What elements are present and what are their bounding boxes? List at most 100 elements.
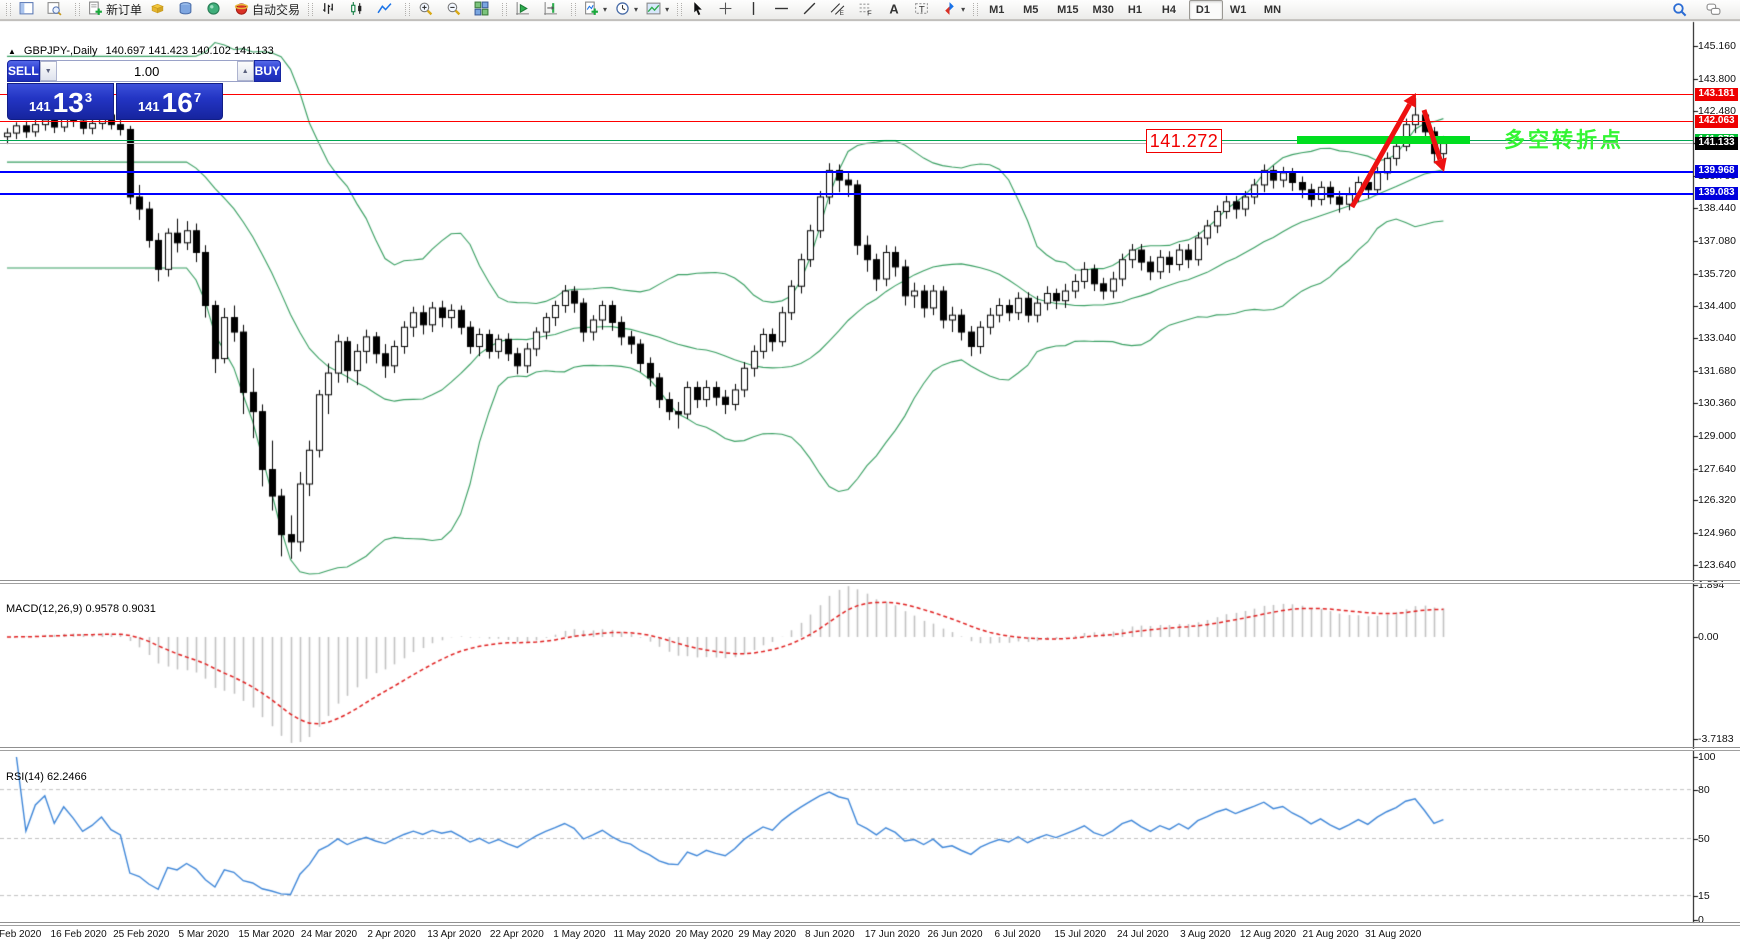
price-axis-tick: 142.480 bbox=[1698, 104, 1736, 117]
down-arrow-annotation[interactable] bbox=[1421, 109, 1447, 172]
templates-icon bbox=[646, 1, 661, 19]
symbol-period-label: GBPJPY-,Daily bbox=[23, 45, 98, 57]
toolbar-group bbox=[15, 0, 71, 20]
toolbar-group: 新订单 自动交易 bbox=[84, 0, 304, 20]
volume-input[interactable] bbox=[56, 61, 237, 81]
date-axis-label: 15 Jul 2020 bbox=[1054, 929, 1107, 940]
panel-separator-1[interactable] bbox=[0, 747, 1740, 748]
buy-price-prefix: 141 bbox=[137, 99, 160, 114]
resistance-line-143181[interactable] bbox=[0, 94, 1693, 95]
volume-increase-button[interactable]: ▲ bbox=[236, 61, 254, 81]
turning-point-text[interactable]: 多空转折点 bbox=[1504, 129, 1624, 152]
toolbar-grip[interactable] bbox=[308, 3, 314, 16]
templates-button[interactable]: ▾ bbox=[642, 0, 673, 20]
zoom-out-button[interactable] bbox=[442, 0, 470, 20]
timeframe-m15-button[interactable]: M15 bbox=[1057, 3, 1079, 16]
search-button[interactable] bbox=[1668, 0, 1696, 20]
pivot-highlight-segment[interactable] bbox=[1297, 136, 1470, 144]
horizontal-line-icon bbox=[774, 1, 789, 19]
candle-chart-button[interactable] bbox=[345, 0, 373, 20]
line-chart-button[interactable] bbox=[373, 0, 401, 20]
equidistant-channel-button[interactable]: E bbox=[826, 0, 854, 20]
date-axis-label: 1 May 2020 bbox=[553, 929, 606, 940]
tile-windows-button[interactable] bbox=[470, 0, 498, 20]
text-button[interactable]: A bbox=[882, 0, 910, 20]
fibonacci-button[interactable]: F bbox=[854, 0, 882, 20]
autotrading-button[interactable]: 自动交易 bbox=[230, 0, 304, 20]
volume-decrease-button[interactable]: ▼ bbox=[39, 61, 57, 81]
up-arrow-annotation[interactable] bbox=[1349, 93, 1416, 209]
toolbar-grip[interactable] bbox=[6, 3, 11, 16]
trendline-button[interactable] bbox=[798, 0, 826, 20]
chart-shift-button[interactable] bbox=[539, 0, 567, 20]
price-label-box[interactable]: 141.272 bbox=[1146, 129, 1222, 153]
panel-separator-0[interactable] bbox=[0, 580, 1740, 581]
sell-price-big: 13 bbox=[52, 87, 84, 119]
date-axis-label: 13 Apr 2020 bbox=[427, 929, 482, 940]
date-axis-label: 8 Jun 2020 bbox=[805, 929, 855, 940]
strategy-tester-button[interactable] bbox=[202, 0, 230, 20]
dropdown-caret-icon[interactable]: ▾ bbox=[603, 5, 608, 14]
dropdown-caret-icon[interactable]: ▾ bbox=[961, 5, 966, 14]
buy-button[interactable]: BUY bbox=[253, 60, 282, 82]
toolbar-group bbox=[317, 0, 401, 20]
new-order-label: 新订单 bbox=[106, 3, 143, 17]
pivot-line-141272[interactable] bbox=[0, 140, 1693, 141]
toolbar-grip[interactable] bbox=[502, 3, 508, 16]
toolbar-grip[interactable] bbox=[571, 3, 577, 16]
periods-clock-button[interactable]: ▾ bbox=[611, 0, 642, 20]
timeframe-m5-button[interactable]: M5 bbox=[1023, 3, 1039, 16]
support-line-139968[interactable] bbox=[0, 171, 1693, 173]
market-watch-button[interactable] bbox=[15, 0, 43, 20]
cursor-button[interactable] bbox=[686, 0, 714, 20]
sell-price-display[interactable]: 141 13 3 bbox=[7, 83, 114, 120]
vertical-line-button[interactable] bbox=[742, 0, 770, 20]
new-order-icon bbox=[88, 1, 103, 19]
timeframe-m1-button[interactable]: M1 bbox=[989, 3, 1005, 16]
auto-scroll-button[interactable] bbox=[511, 0, 539, 20]
collapse-panel-icon[interactable]: ▲ bbox=[8, 46, 16, 56]
dropdown-caret-icon[interactable]: ▾ bbox=[665, 5, 670, 14]
toolbar-grip[interactable] bbox=[973, 3, 979, 16]
buy-price-display[interactable]: 141 16 7 bbox=[116, 83, 223, 120]
data-window-button[interactable] bbox=[43, 0, 71, 20]
market-watch-icon bbox=[19, 1, 34, 19]
timeframe-m30-button[interactable]: M30 bbox=[1092, 3, 1114, 16]
data-window-icon bbox=[47, 1, 62, 19]
bar-chart-button[interactable] bbox=[317, 0, 345, 20]
timeframe-h1-button[interactable]: H1 bbox=[1127, 3, 1142, 16]
horizontal-line-button[interactable] bbox=[770, 0, 798, 20]
timeframe-d1-button[interactable]: D1 bbox=[1188, 0, 1223, 20]
crosshair-button[interactable] bbox=[714, 0, 742, 20]
shapes-button[interactable]: ▾ bbox=[938, 0, 969, 20]
vertical-line-icon bbox=[746, 1, 761, 19]
timeframe-h4-button[interactable]: H4 bbox=[1161, 3, 1176, 16]
resistance-line-142063[interactable] bbox=[0, 121, 1693, 122]
chart-canvas[interactable] bbox=[0, 20, 1740, 942]
trendline-icon bbox=[802, 1, 817, 19]
sell-button[interactable]: SELL bbox=[7, 60, 40, 82]
sell-price-prefix: 141 bbox=[28, 99, 51, 114]
arrow-annotations[interactable] bbox=[0, 20, 1740, 942]
new-order-button[interactable]: 新订单 bbox=[84, 0, 146, 20]
dropdown-caret-icon[interactable]: ▾ bbox=[634, 5, 639, 14]
text-label-button[interactable]: T bbox=[910, 0, 938, 20]
toolbar-grip[interactable] bbox=[405, 3, 411, 16]
timeframe-w1-button[interactable]: W1 bbox=[1229, 3, 1247, 16]
support-line-139083[interactable] bbox=[0, 193, 1693, 195]
date-axis-label: 21 Aug 2020 bbox=[1302, 929, 1359, 940]
community-chat-button[interactable] bbox=[1702, 0, 1730, 20]
rsi-axis-tick: 0 bbox=[1698, 914, 1704, 926]
timeframe-mn-button[interactable]: MN bbox=[1263, 3, 1282, 16]
current-price-line[interactable] bbox=[0, 143, 1693, 144]
terminal-button[interactable] bbox=[174, 0, 202, 20]
zoom-in-button[interactable] bbox=[414, 0, 442, 20]
panel-separator-2[interactable] bbox=[0, 922, 1740, 923]
date-axis-label: 24 Jul 2020 bbox=[1116, 929, 1169, 940]
bar-chart-icon bbox=[321, 1, 336, 19]
toolbar-grip[interactable] bbox=[75, 3, 80, 16]
toolbar-grip[interactable] bbox=[677, 3, 683, 16]
zoom-in-icon bbox=[418, 1, 433, 19]
add-indicator-button[interactable]: ▾ bbox=[580, 0, 611, 20]
quotes-button[interactable] bbox=[146, 0, 174, 20]
